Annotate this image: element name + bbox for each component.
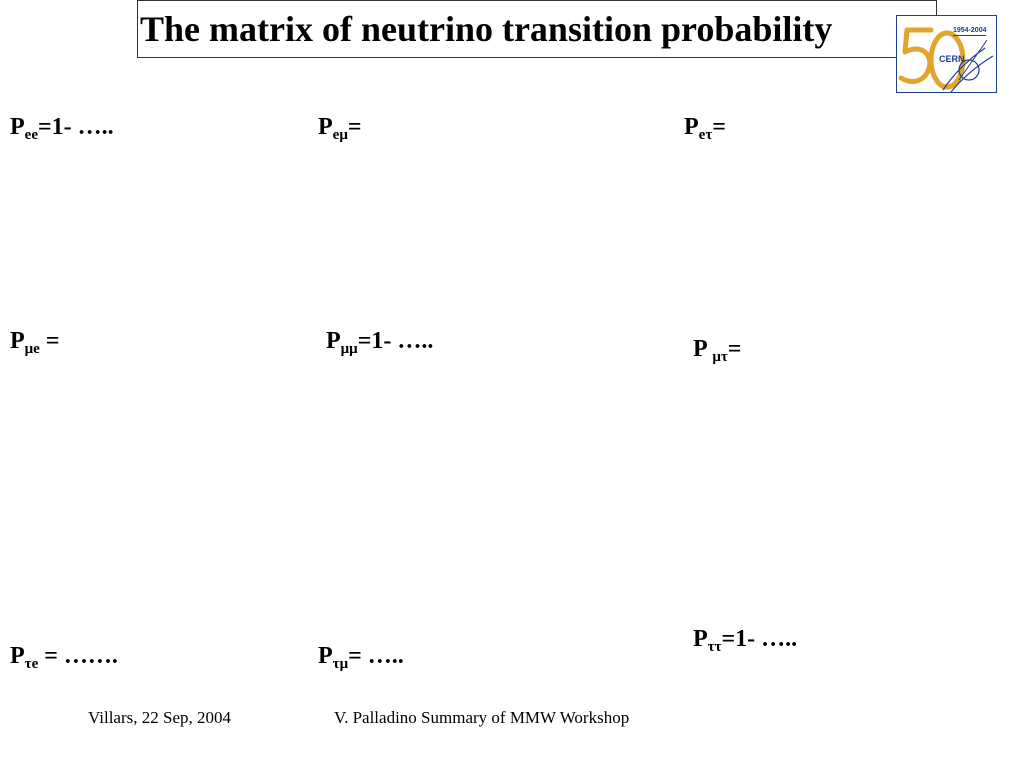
prob-expression: =1- ….. xyxy=(357,328,434,354)
prob-symbol: P xyxy=(10,114,25,140)
logo-cern-text: CERN xyxy=(939,54,965,64)
prob-symbol: P xyxy=(326,328,341,354)
prob-symbol: P xyxy=(10,643,25,669)
prob-symbol: P xyxy=(318,643,333,669)
prob-expression: = xyxy=(39,328,60,354)
cern-50-logo: 1954-2004 CERN xyxy=(896,15,997,93)
prob-subscript: ee xyxy=(24,127,38,143)
prob-taue: Pτe = ……. xyxy=(10,641,118,672)
prob-expression: = xyxy=(712,114,726,140)
footer-location-date: Villars, 22 Sep, 2004 xyxy=(88,708,231,727)
prob-symbol: P xyxy=(693,336,713,362)
prob-taumu: Pτμ= ….. xyxy=(318,641,404,672)
prob-symbol: P xyxy=(684,114,699,140)
cern-50-logo-graphic xyxy=(898,27,994,92)
prob-expression: = xyxy=(727,336,742,362)
prob-subscript: τμ xyxy=(332,656,349,672)
prob-expression: = xyxy=(347,114,362,140)
prob-subscript: τe xyxy=(24,656,39,672)
slide-title: The matrix of neutrino transition probab… xyxy=(140,9,833,49)
prob-mumu: Pμμ=1- ….. xyxy=(326,326,434,357)
logo-years: 1954-2004 xyxy=(953,27,987,36)
prob-symbol: P xyxy=(10,328,25,354)
prob-emu: Peμ= xyxy=(318,112,362,143)
prob-expression: =1- ….. xyxy=(721,626,798,652)
prob-etau: Peτ= xyxy=(684,112,726,143)
prob-expression: =1- ….. xyxy=(38,114,114,140)
prob-ee: Pee=1- ….. xyxy=(10,112,114,143)
prob-tautau: Pττ=1- ….. xyxy=(693,624,798,655)
footer-author-title: V. Palladino Summary of MMW Workshop xyxy=(334,708,630,727)
prob-subscript: μe xyxy=(24,341,40,357)
prob-subscript: μτ xyxy=(712,349,728,365)
title-box: The matrix of neutrino transition probab… xyxy=(137,0,937,58)
prob-subscript: eτ xyxy=(698,127,713,143)
prob-symbol: P xyxy=(693,626,708,652)
prob-mue: Pμe = xyxy=(10,326,60,357)
prob-subscript: μμ xyxy=(340,341,358,357)
prob-symbol: P xyxy=(318,114,333,140)
prob-expression: = ….. xyxy=(348,643,404,669)
prob-subscript: eμ xyxy=(332,127,348,143)
prob-expression: = ……. xyxy=(38,643,118,669)
prob-mutau: P μτ= xyxy=(693,334,742,365)
prob-subscript: ττ xyxy=(707,639,722,655)
